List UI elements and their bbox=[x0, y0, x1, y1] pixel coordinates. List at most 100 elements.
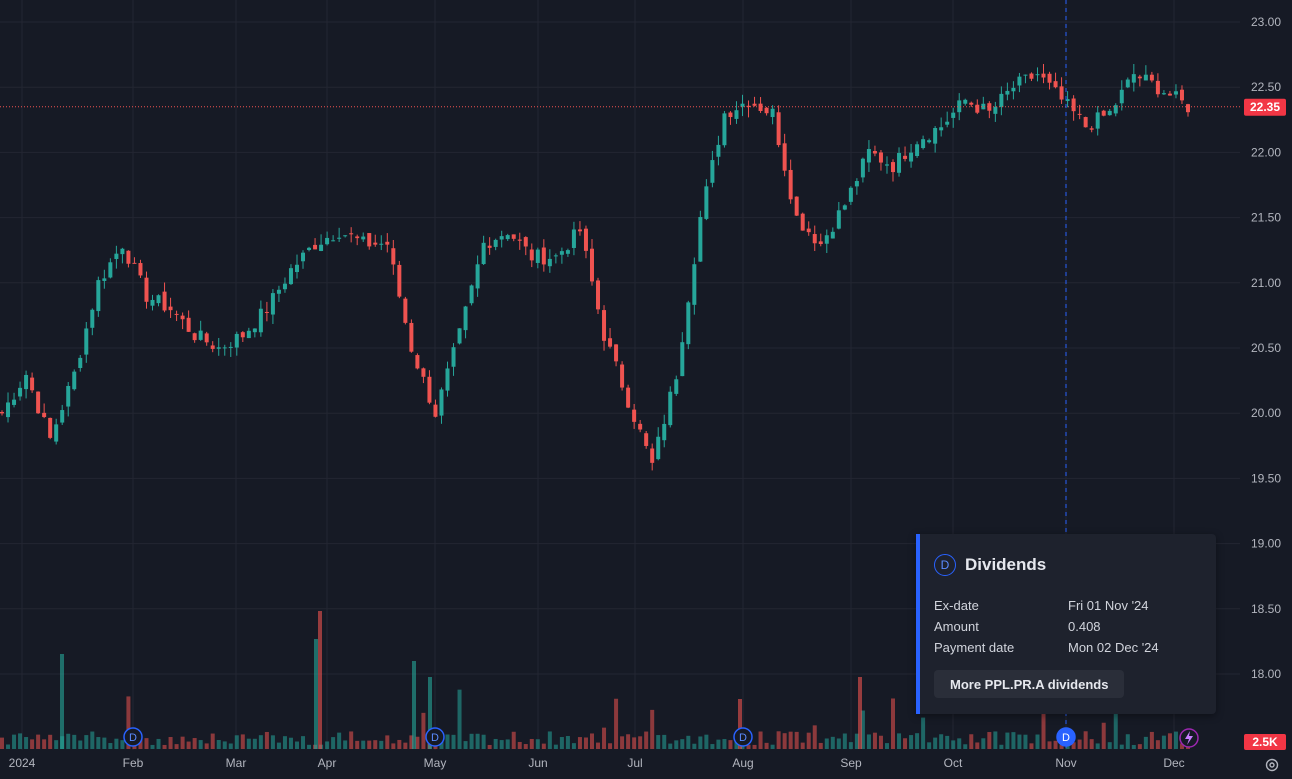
volume-bar bbox=[391, 743, 396, 749]
volume-badge bbox=[1244, 734, 1286, 750]
volume-bar bbox=[957, 738, 962, 749]
volume-bar bbox=[246, 738, 251, 749]
volume-bar bbox=[897, 733, 902, 749]
candle-body bbox=[1005, 90, 1010, 95]
candle-body bbox=[698, 217, 703, 262]
candle-body bbox=[1155, 80, 1160, 95]
volume-bar bbox=[878, 735, 883, 749]
volume-bar bbox=[541, 743, 546, 749]
candle-body bbox=[866, 149, 871, 163]
volume-bar bbox=[704, 734, 709, 749]
candle-body bbox=[102, 278, 107, 281]
volume-bar bbox=[559, 737, 564, 749]
candle-body bbox=[1143, 74, 1148, 81]
dividend-marker-icon[interactable] bbox=[425, 727, 445, 747]
volume-bar bbox=[596, 742, 601, 749]
candle-body bbox=[270, 293, 275, 315]
volume-bar bbox=[66, 733, 71, 749]
volume-bar bbox=[523, 744, 528, 749]
volume-bar bbox=[583, 737, 588, 749]
volume-bar bbox=[481, 734, 486, 749]
candle-body bbox=[602, 310, 607, 341]
volume-bar bbox=[228, 743, 233, 749]
candle-body bbox=[433, 404, 438, 417]
volume-bar bbox=[1041, 699, 1046, 749]
volume-bar bbox=[42, 739, 47, 749]
candle-body bbox=[571, 229, 576, 248]
candle-body bbox=[264, 311, 269, 313]
settings-gear-icon[interactable] bbox=[1264, 757, 1280, 773]
candle-body bbox=[933, 128, 938, 144]
candle-body bbox=[692, 264, 697, 305]
candle-body bbox=[1131, 74, 1136, 83]
volume-bar bbox=[325, 741, 330, 749]
y-tick-label: 21.50 bbox=[1251, 211, 1281, 225]
candle-body bbox=[842, 205, 847, 210]
candle-body bbox=[535, 249, 540, 263]
candle-body bbox=[716, 144, 721, 157]
x-tick-label: Oct bbox=[944, 756, 963, 770]
volume-bar bbox=[126, 696, 131, 749]
dividend-marker-icon[interactable] bbox=[1056, 727, 1076, 747]
x-tick-label: Apr bbox=[318, 756, 337, 770]
volume-bar bbox=[1173, 731, 1178, 749]
volume-bar bbox=[945, 735, 950, 749]
candle-body bbox=[385, 241, 390, 245]
volume-bar bbox=[288, 737, 293, 749]
candle-body bbox=[234, 333, 239, 348]
dividend-marker-icon[interactable] bbox=[733, 727, 753, 747]
volume-bar bbox=[547, 731, 552, 749]
candle-body bbox=[108, 262, 113, 278]
volume-bar bbox=[608, 743, 613, 749]
volume-bar bbox=[1137, 744, 1142, 749]
candle-body bbox=[367, 233, 372, 247]
candle-body bbox=[782, 143, 787, 171]
volume-bar bbox=[722, 739, 727, 749]
volume-bar bbox=[1077, 739, 1082, 749]
candle-body bbox=[1113, 105, 1118, 114]
volume-bar bbox=[421, 712, 426, 749]
volume-bar bbox=[1011, 732, 1016, 749]
candle-body bbox=[246, 330, 251, 339]
candle-body bbox=[162, 291, 167, 311]
candle-body bbox=[903, 155, 908, 159]
candle-body bbox=[511, 234, 516, 239]
candle-body bbox=[439, 389, 444, 416]
candle-body bbox=[662, 423, 667, 441]
volume-bar bbox=[975, 742, 980, 749]
candle-body bbox=[343, 235, 348, 237]
volume-bar bbox=[716, 739, 721, 749]
volume-bar bbox=[812, 725, 817, 749]
candle-body bbox=[860, 158, 865, 178]
volume-bar bbox=[174, 744, 179, 749]
dividend-marker-icon[interactable] bbox=[123, 727, 143, 747]
candle-body bbox=[951, 112, 956, 118]
candle-body bbox=[258, 308, 263, 333]
volume-bar bbox=[824, 738, 829, 749]
candle-body bbox=[1095, 112, 1100, 129]
candle-body bbox=[1041, 73, 1046, 78]
candle-body bbox=[186, 317, 191, 332]
volume-bar bbox=[668, 743, 673, 749]
candle-body bbox=[313, 244, 318, 250]
candle-body bbox=[114, 253, 119, 259]
candle-body bbox=[897, 152, 902, 173]
volume-bar bbox=[1131, 744, 1136, 749]
volume-bar bbox=[120, 740, 125, 749]
x-tick-label: Mar bbox=[226, 756, 247, 770]
candle-body bbox=[1047, 73, 1052, 83]
candle-body bbox=[1089, 128, 1094, 130]
volume-spike bbox=[60, 654, 64, 749]
volume-bar bbox=[770, 744, 775, 749]
volume-bar bbox=[294, 741, 299, 749]
volume-bar bbox=[860, 710, 865, 749]
volume-bar bbox=[776, 731, 781, 749]
volume-bar bbox=[1023, 734, 1028, 749]
more-dividends-button[interactable]: More PPL.PR.A dividends bbox=[934, 670, 1125, 698]
volume-bar bbox=[204, 743, 209, 749]
volume-bar bbox=[921, 717, 926, 749]
volume-label: 2.5K bbox=[1252, 735, 1278, 749]
candle-body bbox=[78, 357, 83, 368]
last-price-label: 22.35 bbox=[1250, 100, 1280, 114]
